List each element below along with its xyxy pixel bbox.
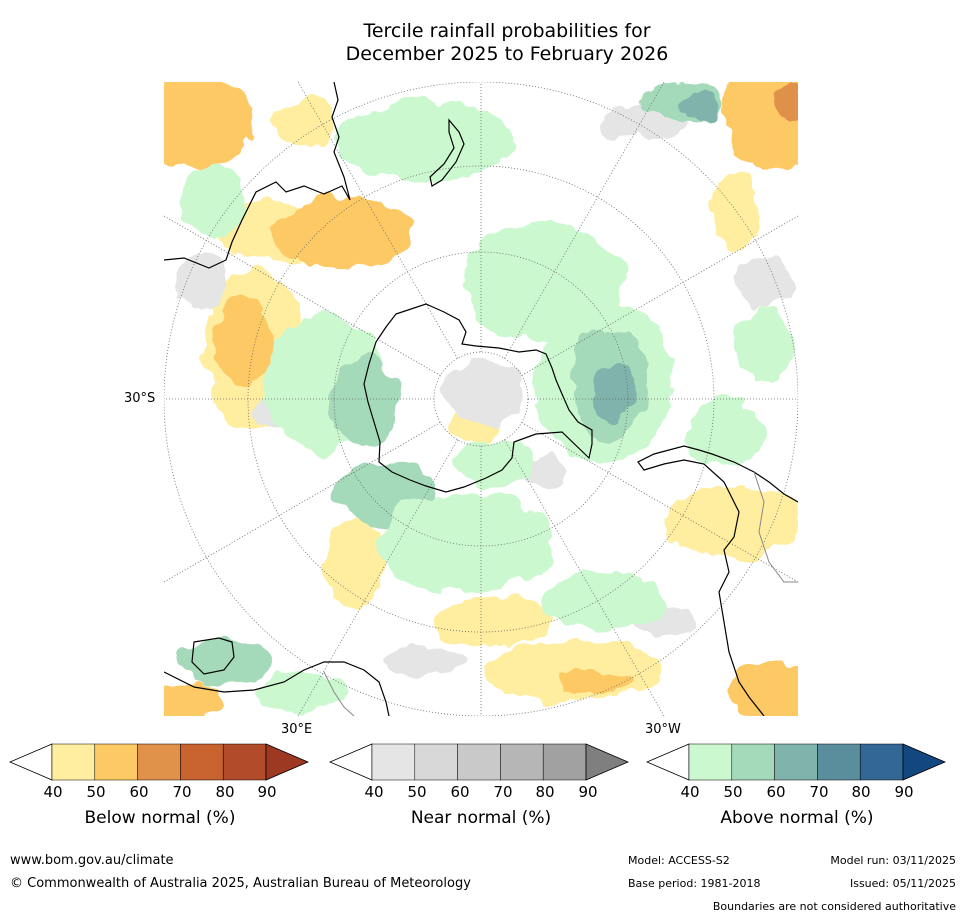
below-tick-90: 90 [257,783,277,801]
australia-coast [164,82,351,269]
above-normal-swatch [731,743,775,781]
above-normal-label: Above normal (%) [720,808,874,828]
antarctica-coast [363,303,593,493]
longitude-label-30e: 30°E [281,722,313,737]
below-normal-swatch [222,743,267,781]
latitude-label-30s: 30°S [124,391,156,406]
map-canvas [164,82,798,716]
near-tick-80: 80 [535,783,555,801]
below-tick-50: 50 [86,783,106,801]
colorbar-above-normal-swatches [645,743,947,781]
madagascar-coast [191,637,235,675]
below-normal-swatch [51,743,96,781]
colorbar-above-normal [645,743,947,781]
africa-coast [164,661,390,716]
base-period: Base period: 1981-2018 [628,877,761,890]
near-normal-swatch [542,743,587,781]
colorbar-below-normal-swatches [8,743,310,781]
above-normal-regions [179,82,794,712]
longitude-label-30w: 30°W [645,722,681,737]
below-normal-swatch [180,743,224,781]
colorbar-below-normal [8,743,310,781]
copyright-text: © Commonwealth of Australia 2025, Austra… [10,876,471,891]
above-tick-70: 70 [809,783,829,801]
near-tick-40: 40 [364,783,384,801]
country-boundaries [323,471,798,716]
near-normal-swatch [457,743,501,781]
near-tick-60: 60 [450,783,470,801]
above-tick-40: 40 [680,783,700,801]
near-tick-90: 90 [578,783,598,801]
near-normal-swatch [414,743,458,781]
boundary-line-1 [753,471,798,583]
above-tick-50: 50 [723,783,743,801]
title-line-2: December 2025 to February 2026 [345,43,669,65]
above-tick-80: 80 [851,783,871,801]
above-normal-swatch [774,743,818,781]
near-normal-swatch [371,743,416,781]
polar-map [164,82,798,716]
boundary-disclaimer: Boundaries are not considered authoritat… [712,900,956,913]
below-normal-regions [164,82,798,716]
south-america-coast [637,445,798,716]
colorbar-near-normal [328,743,632,781]
model-run-date: Model run: 03/11/2025 [830,854,956,867]
near-normal-label: Near normal (%) [410,808,552,828]
above-normal-swatch [817,743,861,781]
below-tick-60: 60 [129,783,149,801]
below-tick-70: 70 [172,783,192,801]
website-link[interactable]: www.bom.gov.au/climate [10,853,174,868]
above-tick-90: 90 [894,783,914,801]
above-normal-max-extension [902,743,947,781]
near-normal-swatch [500,743,544,781]
chart-title: Tercile rainfall probabilities for Decem… [0,20,965,66]
below-tick-80: 80 [215,783,235,801]
below-normal-min-extension [8,743,53,781]
title-line-1: Tercile rainfall probabilities for [363,20,651,42]
near-tick-70: 70 [493,783,513,801]
above-normal-min-extension [645,743,690,781]
probability-fill-layer [164,82,798,716]
below-normal-swatch [137,743,181,781]
above-tick-60: 60 [766,783,786,801]
above-normal-swatch [688,743,733,781]
below-normal-swatch [94,743,138,781]
below-normal-label: Below normal (%) [84,808,236,828]
coastlines [164,82,798,716]
new-zealand-coast [429,118,465,187]
below-normal-max-extension [265,743,310,781]
model-name: Model: ACCESS-S2 [628,854,730,867]
below-tick-40: 40 [43,783,63,801]
near-normal-min-extension [328,743,373,781]
graticule [164,82,798,716]
issued-date: Issued: 05/11/2025 [849,877,956,890]
near-normal-max-extension [585,743,630,781]
above-normal-swatch [859,743,904,781]
colorbar-near-normal-swatches [328,743,630,781]
boundary-line-2 [323,671,355,716]
near-tick-50: 50 [407,783,427,801]
